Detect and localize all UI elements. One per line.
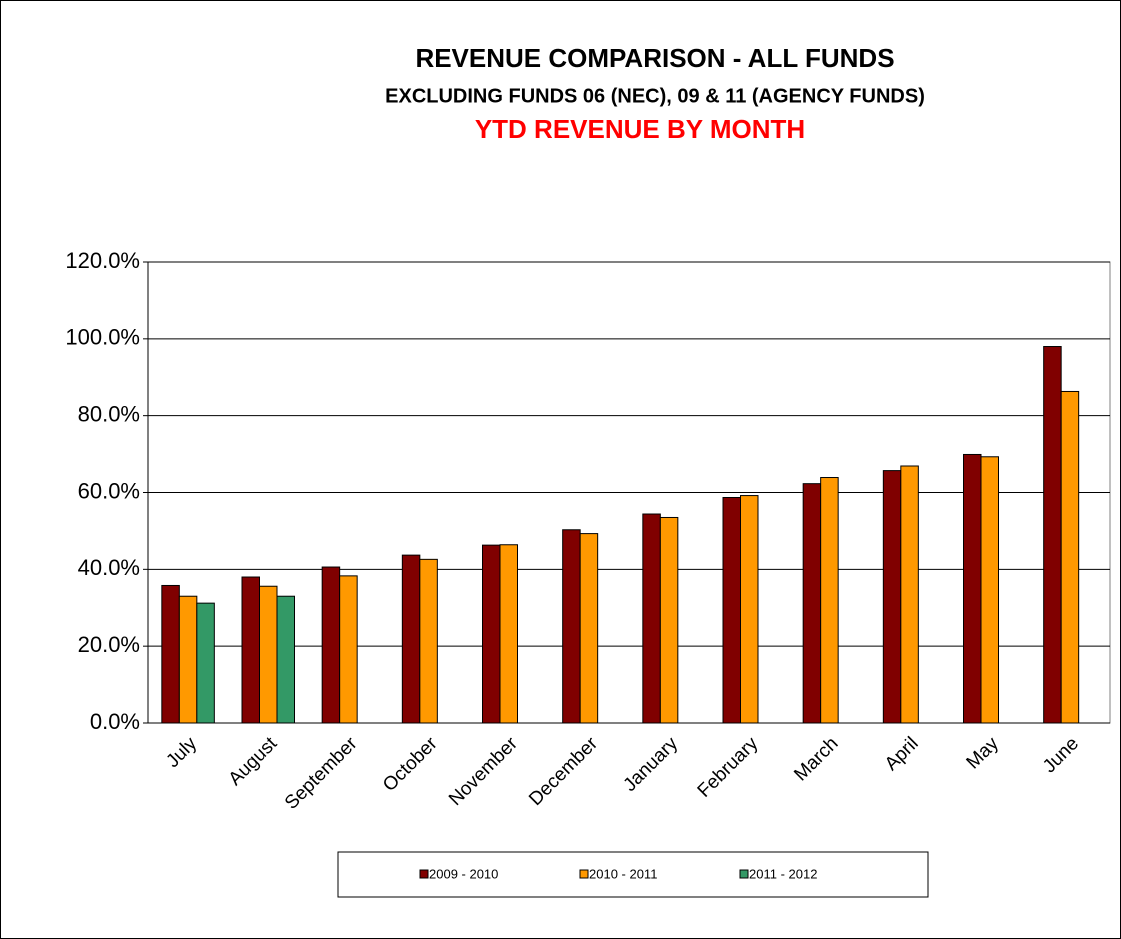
bar (259, 585, 278, 724)
y-tick-label: 40.0% (78, 555, 140, 580)
chart-subtitle: EXCLUDING FUNDS 06 (NEC), 09 & 11 (AGENC… (385, 85, 925, 107)
bar (161, 584, 180, 724)
bar (196, 602, 215, 724)
bar (820, 477, 839, 724)
bar (499, 544, 518, 724)
bar (980, 456, 999, 724)
legend-swatch (579, 869, 589, 879)
bar (339, 575, 358, 724)
bar (241, 576, 260, 724)
bar (963, 453, 982, 724)
y-tick-label: 100.0% (65, 325, 140, 350)
legend-swatch (419, 869, 429, 879)
bar (802, 483, 822, 724)
y-tick-label: 20.0% (78, 632, 140, 657)
legend-label: 2011 - 2012 (749, 866, 817, 881)
y-tick-label: 80.0% (78, 401, 140, 426)
bar (642, 513, 661, 724)
bar (1060, 390, 1080, 724)
bar (419, 558, 438, 724)
bar (276, 595, 295, 724)
legend-label: 2010 - 2011 (589, 866, 657, 881)
chart-heading: YTD REVENUE BY MONTH (475, 114, 805, 144)
bar (882, 470, 902, 724)
bar (900, 465, 919, 724)
bar (482, 544, 501, 724)
bar (740, 495, 759, 724)
chart-title: REVENUE COMPARISON - ALL FUNDS (415, 43, 894, 73)
y-tick-label: 120.0% (65, 248, 140, 273)
legend-box (337, 851, 929, 898)
y-tick-label: 60.0% (78, 478, 140, 503)
bar (401, 554, 421, 724)
y-tick-label: 0.0% (90, 709, 140, 734)
bar (722, 496, 741, 724)
legend-label: 2009 - 2010 (429, 866, 498, 881)
bar (579, 533, 599, 724)
bar (659, 516, 679, 724)
bar (1043, 346, 1062, 724)
bar (178, 595, 198, 724)
legend-swatch (739, 869, 749, 879)
bar (321, 566, 341, 724)
bar (562, 529, 581, 724)
